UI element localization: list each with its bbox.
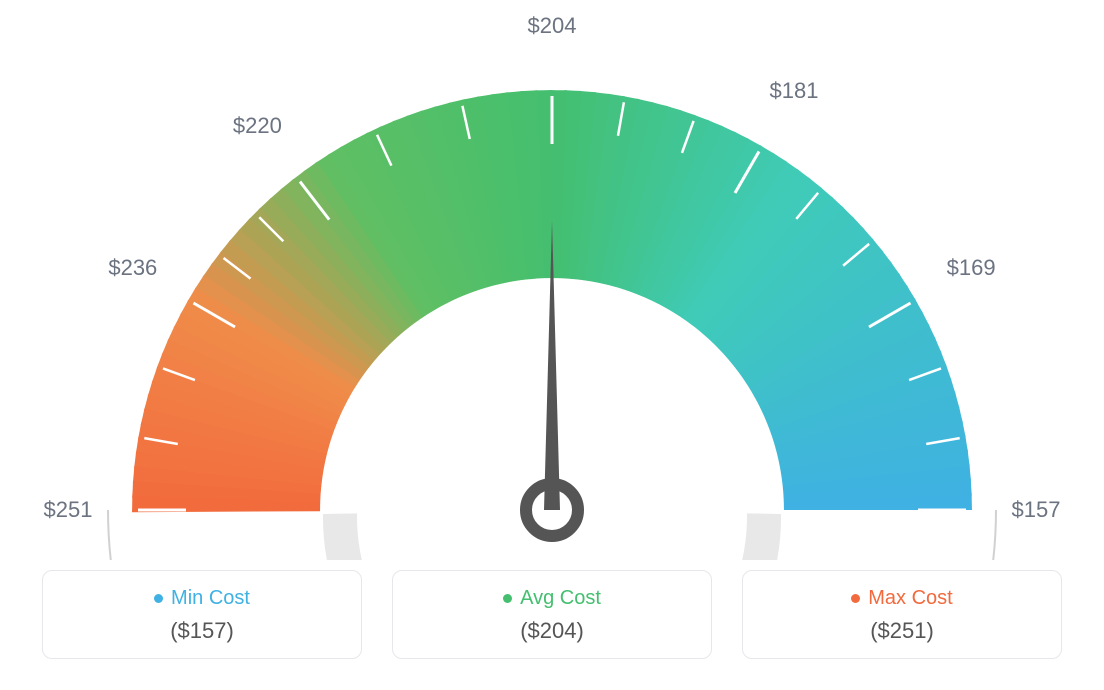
gauge-svg (0, 0, 1104, 560)
legend-dot-max (851, 594, 860, 603)
legend-value-max: ($251) (743, 618, 1061, 644)
legend-row: Min Cost ($157) Avg Cost ($204) Max Cost… (0, 570, 1104, 659)
gauge-tick-label: $157 (1012, 497, 1061, 523)
legend-label-min: Min Cost (171, 587, 250, 610)
legend-card-avg: Avg Cost ($204) (392, 570, 712, 659)
cost-gauge: $157 $169 $181 $204 $220 $236 $251 (0, 0, 1104, 560)
gauge-tick-label: $181 (770, 78, 819, 104)
legend-label-avg: Avg Cost (520, 587, 601, 610)
gauge-tick-label: $236 (108, 255, 157, 281)
gauge-tick-label: $220 (233, 113, 282, 139)
legend-title-avg: Avg Cost (503, 587, 601, 610)
gauge-tick-label: $204 (528, 13, 577, 39)
gauge-tick-label: $169 (947, 255, 996, 281)
legend-value-avg: ($204) (393, 618, 711, 644)
legend-label-max: Max Cost (868, 587, 952, 610)
legend-title-max: Max Cost (851, 587, 952, 610)
legend-card-max: Max Cost ($251) (742, 570, 1062, 659)
legend-dot-min (154, 594, 163, 603)
legend-card-min: Min Cost ($157) (42, 570, 362, 659)
gauge-tick-label: $251 (44, 497, 93, 523)
legend-dot-avg (503, 594, 512, 603)
legend-value-min: ($157) (43, 618, 361, 644)
legend-title-min: Min Cost (154, 587, 250, 610)
